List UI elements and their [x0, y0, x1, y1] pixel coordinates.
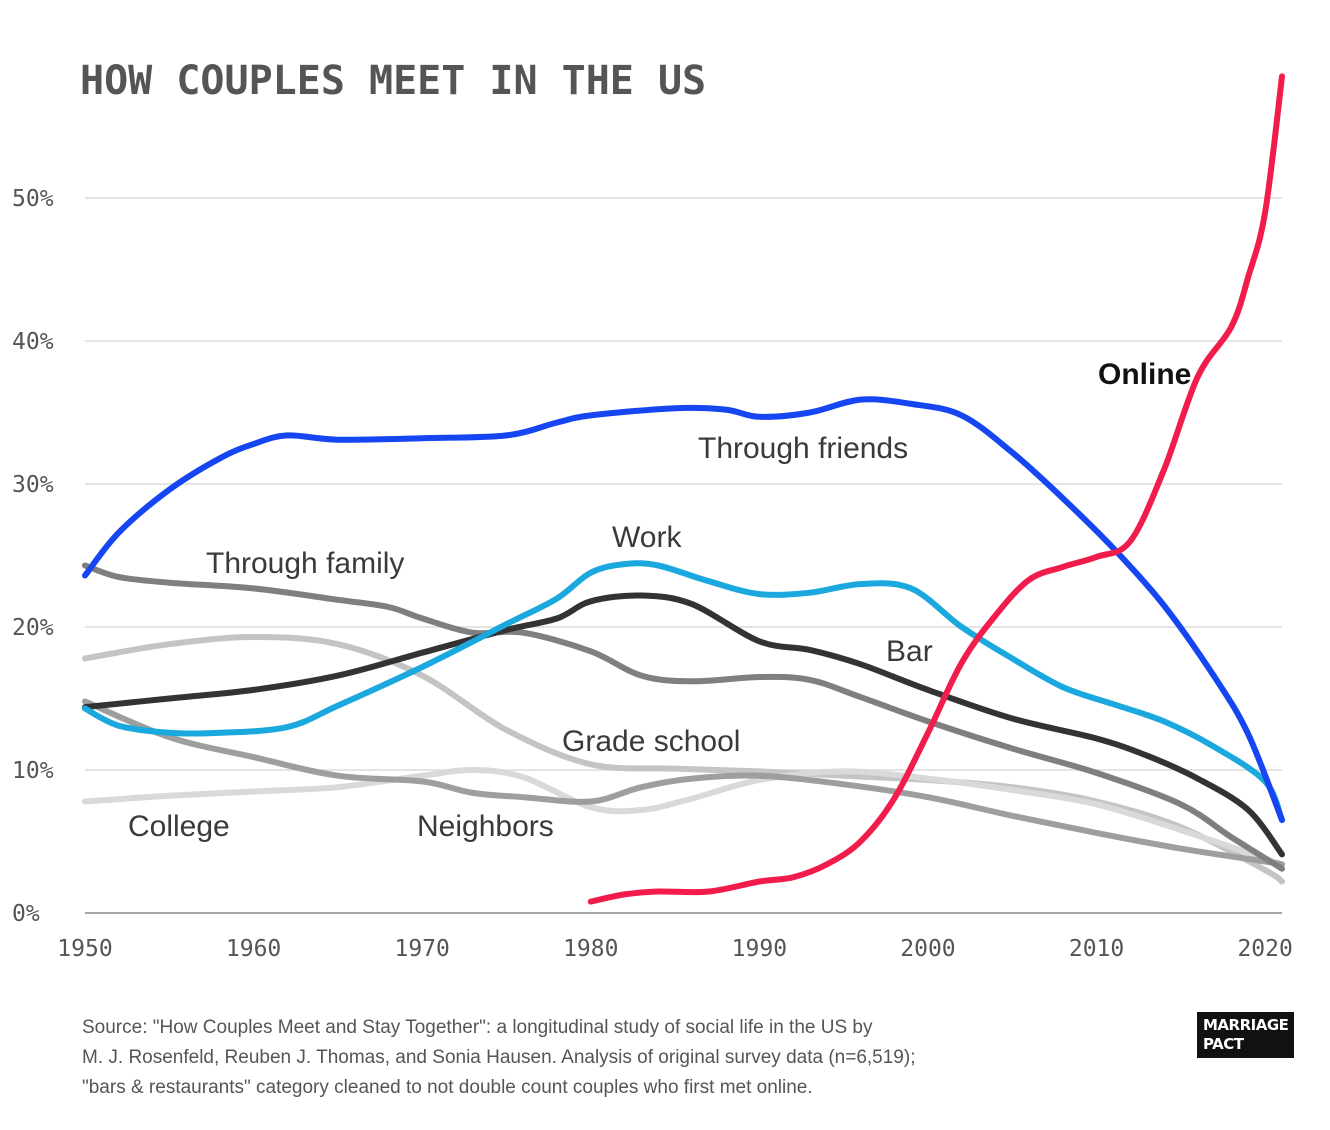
- x-tick-label: 2020: [1237, 936, 1292, 962]
- logo-line-2: PACT: [1203, 1035, 1244, 1053]
- series-line-neighbors: [82, 698, 1285, 868]
- y-tick-label: 30%: [12, 472, 54, 498]
- label-neighbors: Neighbors: [417, 810, 554, 843]
- chart-title: HOW COUPLES MEET IN THE US: [80, 58, 706, 104]
- y-axis-ticks: 0% 10% 20% 30% 40% 50%: [12, 186, 54, 927]
- series-line-college: [82, 766, 1285, 868]
- series-line-grade-school: [82, 634, 1285, 885]
- label-grade-school: Grade school: [562, 725, 740, 758]
- x-tick-label: 1960: [226, 936, 281, 962]
- y-tick-label: 10%: [12, 758, 54, 784]
- source-line-1: Source: "How Couples Meet and Stay Toget…: [82, 1017, 873, 1038]
- marriage-pact-logo: MARRIAGE PACT: [1197, 1012, 1295, 1058]
- x-tick-label: 2010: [1069, 936, 1124, 962]
- x-tick-label: 2000: [900, 936, 955, 962]
- source-line-3: "bars & restaurants" category cleaned to…: [82, 1077, 813, 1098]
- label-through-family: Through family: [206, 547, 404, 580]
- y-tick-label: 0%: [12, 901, 40, 927]
- source-line-2: M. J. Rosenfeld, Reuben J. Thomas, and S…: [82, 1047, 916, 1068]
- series-line-through-friends: [82, 396, 1285, 823]
- label-work: Work: [612, 521, 682, 554]
- y-tick-label: 20%: [12, 615, 54, 641]
- label-bar: Bar: [886, 635, 933, 668]
- x-tick-label: 1990: [732, 936, 787, 962]
- x-tick-label: 1980: [563, 936, 618, 962]
- label-college: College: [128, 810, 230, 843]
- x-tick-label: 1970: [394, 936, 449, 962]
- series-line-bar: [82, 592, 1285, 858]
- y-tick-label: 40%: [12, 329, 54, 355]
- y-tick-label: 50%: [12, 186, 54, 212]
- series-line-online: [587, 73, 1285, 905]
- label-online: Online: [1098, 358, 1191, 391]
- source-note: Source: "How Couples Meet and Stay Toget…: [82, 1013, 1142, 1103]
- logo-line-1: MARRIAGE: [1203, 1016, 1289, 1034]
- series-lines: [82, 73, 1285, 905]
- gridlines: [85, 197, 1282, 914]
- x-tick-label: 1950: [57, 936, 112, 962]
- x-axis-ticks: 1950 1960 1970 1980 1990 2000 2010 2020: [57, 936, 1293, 962]
- series-line-through-family: [82, 562, 1285, 872]
- series-labels: Online Through friends Work Through fami…: [128, 358, 1191, 843]
- label-through-friends: Through friends: [698, 432, 908, 465]
- series-line-work: [82, 560, 1285, 823]
